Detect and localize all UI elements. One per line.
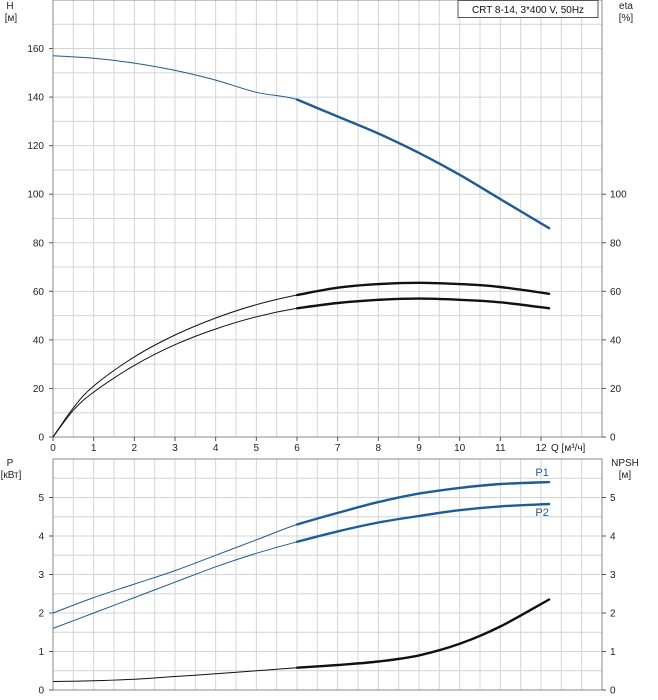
y-left-axis-title: H: [6, 1, 13, 12]
curve-eta-upper-duty: [295, 281, 551, 297]
y-left-tick-label: 1: [38, 647, 44, 658]
x-tick-label: 10: [454, 443, 466, 454]
x-axis-title: Q [м³/ч]: [551, 443, 586, 454]
curve-npsh-thin: [52, 599, 550, 682]
x-tick-label: 6: [294, 443, 300, 454]
y-right-tick-label: 5: [610, 493, 616, 504]
y-left-axis-unit: [м]: [5, 13, 18, 24]
y-right-tick-label: 0: [610, 433, 616, 444]
y-left-tick-label: 0: [38, 433, 44, 444]
x-tick-label: 2: [132, 443, 138, 454]
y-left-tick-label: 80: [33, 238, 45, 249]
y-right-tick-label: 100: [610, 190, 627, 201]
grid-layer: [53, 0, 602, 690]
x-tick-label: 4: [213, 443, 219, 454]
x-tick-label: 8: [376, 443, 382, 454]
x-tick-label: 11: [495, 443, 506, 454]
series-label-p1: P1: [535, 467, 548, 479]
y-left-tick-label: 120: [27, 141, 44, 152]
y-left-tick-label: 2: [38, 609, 44, 620]
curve-eta-upper-thin: [52, 282, 550, 438]
y-right-tick-label: 4: [610, 532, 616, 543]
x-tick-label: 12: [535, 443, 547, 454]
curve-p2-duty: [295, 502, 551, 543]
y-right-tick-label: 0: [610, 686, 616, 697]
y-right-axis-title: eta: [619, 1, 633, 12]
y-left-tick-label: 5: [38, 493, 44, 504]
curve-h-thin: [52, 55, 550, 229]
curve-npsh-duty: [295, 598, 551, 669]
y-right-axis-title: NPSH: [611, 458, 639, 469]
plot-frame: [52, 0, 603, 438]
y-left-tick-label: 0: [38, 686, 44, 697]
legend-box: [457, 0, 599, 18]
y-left-axis-title: P: [7, 458, 14, 469]
y-left-tick-label: 20: [33, 384, 45, 395]
y-right-tick-label: 60: [610, 287, 622, 298]
curve-layer: [52, 55, 551, 682]
y-left-tick-label: 60: [33, 287, 45, 298]
y-right-tick-label: 3: [610, 570, 616, 581]
y-right-axis-unit: [%]: [619, 13, 634, 24]
series-label-p2: P2: [535, 507, 548, 519]
y-right-axis-unit: [м]: [619, 470, 632, 481]
y-right-tick-label: 1: [610, 647, 616, 658]
y-right-tick-label: 40: [610, 335, 622, 346]
x-tick-label: 0: [50, 443, 56, 454]
y-left-axis-unit: [кВт]: [1, 470, 22, 481]
x-tick-label: 3: [172, 443, 178, 454]
x-tick-label: 9: [416, 443, 422, 454]
x-tick-label: 1: [91, 443, 97, 454]
y-left-tick-label: 3: [38, 570, 44, 581]
y-left-tick-label: 40: [33, 335, 45, 346]
chart-title: CRT 8-14, 3*400 V, 50Hz: [472, 5, 584, 16]
label-layer: 020406080100120140160020406080100H[м]eta…: [1, 0, 639, 697]
curve-eta-lower-duty: [295, 297, 551, 310]
curve-p1-duty: [295, 480, 551, 526]
y-left-tick-label: 160: [27, 44, 44, 55]
y-right-tick-label: 20: [610, 384, 622, 395]
y-left-tick-label: 140: [27, 93, 44, 104]
curve-h-duty: [295, 98, 551, 230]
y-left-tick-label: 100: [27, 190, 44, 201]
x-tick-label: 5: [254, 443, 260, 454]
x-tick-label: 7: [335, 443, 341, 454]
frame-layer: [49, 0, 606, 691]
curve-eta-lower-thin: [52, 298, 550, 438]
y-right-tick-label: 2: [610, 609, 616, 620]
y-right-tick-label: 80: [610, 238, 622, 249]
y-left-tick-label: 4: [38, 532, 44, 543]
